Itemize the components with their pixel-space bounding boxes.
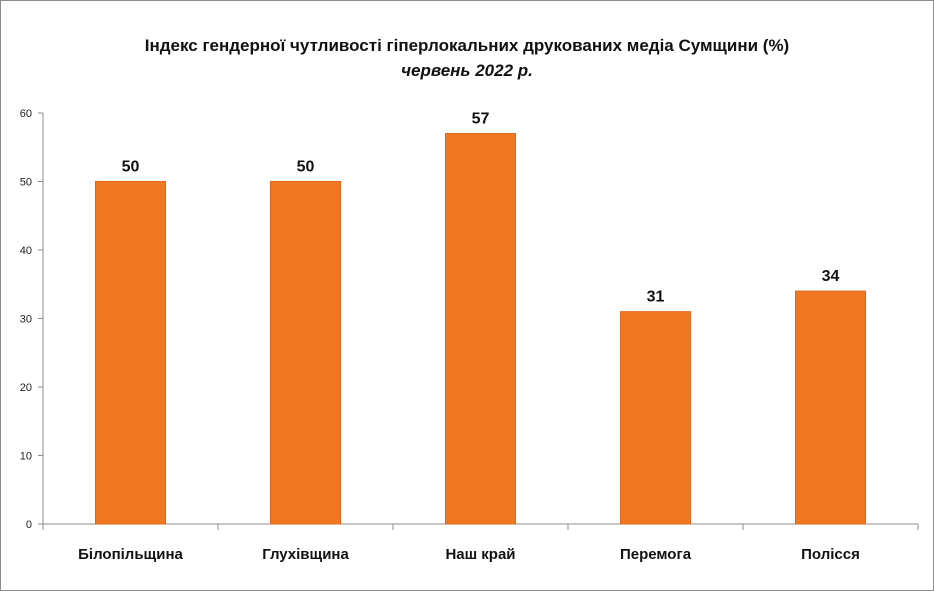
category-label: Білопільщина <box>78 546 183 563</box>
bar <box>270 181 341 525</box>
bar <box>95 181 166 525</box>
category-label: Глухівщина <box>262 546 349 563</box>
chart-labels: 50 Білопільщина 50 Глухівщина 57 Наш край 31 Пе… <box>78 111 860 563</box>
y-tick-label: 60 <box>20 108 32 120</box>
y-tick-label: 10 <box>20 451 32 463</box>
data-label: 50 <box>122 159 140 176</box>
bar <box>445 133 516 525</box>
data-label: 34 <box>822 268 840 285</box>
bar <box>620 311 691 525</box>
data-label: 50 <box>297 159 315 176</box>
y-tick-label: 0 <box>26 519 32 531</box>
chart-subtitle: червень 2022 р. <box>401 61 533 80</box>
data-label: 57 <box>472 111 490 128</box>
y-tick-label: 40 <box>20 245 32 257</box>
chart-title: Індекс гендерної чутливості гіперлокальн… <box>144 36 790 55</box>
y-tick-label: 30 <box>20 314 32 326</box>
data-label: 31 <box>647 289 665 306</box>
category-label: Полісся <box>801 546 860 563</box>
category-label: Наш край <box>445 546 515 563</box>
y-tick-label: 20 <box>20 382 32 394</box>
chart-bars <box>95 133 866 525</box>
y-tick-label: 50 <box>20 177 32 189</box>
bar <box>795 290 866 525</box>
category-label: Перемога <box>620 546 692 563</box>
